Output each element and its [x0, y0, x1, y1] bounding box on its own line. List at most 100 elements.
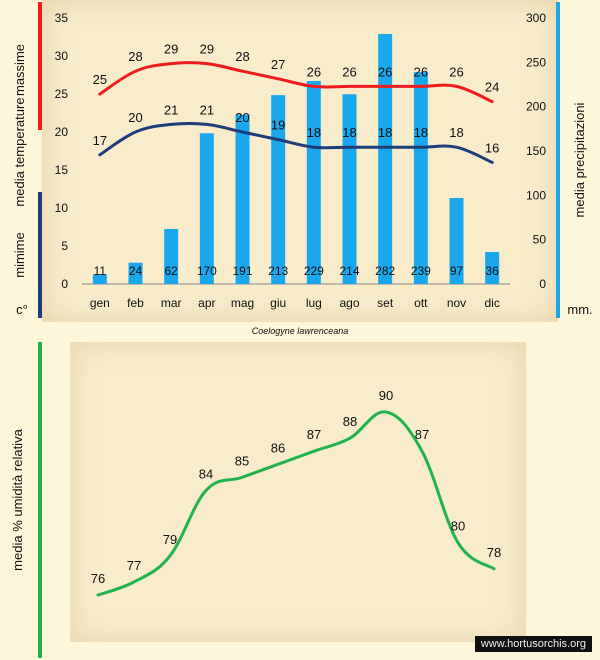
min-temp-label: 18 [449, 125, 463, 140]
month-tick-label: feb [127, 296, 144, 310]
precip-bar [413, 72, 428, 284]
precip-data-label: 97 [450, 264, 464, 278]
humidity-data-label: 87 [415, 427, 429, 442]
humidity-data-label: 90 [379, 388, 393, 403]
precip-bar [306, 80, 321, 284]
left-tick-label: 35 [55, 11, 69, 25]
month-tick-label: dic [484, 296, 499, 310]
max-temp-label: 26 [414, 64, 428, 79]
month-tick-label: giu [270, 296, 286, 310]
month-tick-label: gen [90, 296, 110, 310]
temp-unit-label: c° [16, 302, 28, 317]
humidity-data-label: 88 [343, 414, 357, 429]
left-tick-label: 30 [55, 49, 69, 63]
precip-bar [485, 252, 500, 284]
precip-data-label: 11 [94, 264, 107, 278]
precip-bar [92, 274, 107, 284]
right-tick-label: 200 [526, 100, 546, 114]
humidity-data-label: 85 [235, 453, 249, 468]
humidity-axis-label: media % umidità relativa [10, 428, 25, 570]
humidity-data-label: 87 [307, 427, 321, 442]
max-axis-label: massime [12, 44, 27, 96]
precip-bar [164, 229, 179, 284]
precip-axis-label: media precipitazioni [572, 102, 587, 217]
humidity-data-label: 78 [487, 545, 501, 560]
precip-bar [449, 197, 464, 284]
precip-unit-label: mm. [567, 302, 592, 317]
humidity-data-label: 84 [199, 466, 213, 481]
precip-data-label: 24 [129, 264, 143, 278]
min-temp-label: 16 [485, 140, 499, 155]
precip-data-label: 62 [164, 264, 178, 278]
humidity-line [96, 410, 496, 597]
max-temp-label: 26 [342, 64, 356, 79]
min-temp-label: 20 [128, 110, 142, 125]
max-temp-label: 26 [378, 64, 392, 79]
precip-data-label: 170 [197, 264, 217, 278]
temperature-axis-label: media temperature [12, 97, 27, 206]
bottom-chart-panel [70, 342, 526, 642]
max-temp-line [98, 61, 494, 104]
month-tick-label: set [377, 296, 394, 310]
precip-data-label: 191 [232, 264, 252, 278]
month-tick-label: nov [447, 296, 466, 310]
month-tick-label: apr [198, 296, 215, 310]
month-tick-label: ago [339, 296, 359, 310]
max-temp-label: 26 [307, 64, 321, 79]
precip-data-label: 213 [268, 264, 288, 278]
max-temp-label: 28 [128, 49, 142, 64]
precip-bar [128, 262, 143, 284]
right-tick-label: 300 [526, 11, 546, 25]
left-tick-label: 20 [55, 125, 69, 139]
precip-bar [271, 95, 286, 284]
precip-bar [199, 133, 214, 284]
precip-bar [235, 114, 250, 284]
right-tick-label: 250 [526, 55, 546, 69]
min-temp-label: 18 [342, 125, 356, 140]
min-temp-label: 21 [200, 102, 214, 117]
left-tick-label: 0 [61, 277, 68, 291]
humidity-data-label: 86 [271, 440, 285, 455]
min-axis-label: mimime [12, 232, 27, 278]
min-temp-label: 20 [235, 110, 249, 125]
max-temp-label: 29 [200, 42, 214, 57]
max-temp-label: 26 [449, 64, 463, 79]
species-caption: Coelogyne lawrenceana [252, 326, 349, 336]
humidity-data-label: 79 [163, 532, 177, 547]
month-tick-label: mag [231, 296, 254, 310]
right-tick-label: 100 [526, 188, 546, 202]
max-temp-label: 29 [164, 42, 178, 57]
humidity-data-label: 77 [127, 558, 141, 573]
precip-data-label: 239 [411, 264, 431, 278]
min-temp-label: 18 [414, 125, 428, 140]
right-tick-label: 0 [539, 277, 546, 291]
month-tick-label: ott [414, 296, 428, 310]
min-temp-label: 17 [93, 133, 107, 148]
min-temp-line [98, 121, 494, 164]
max-temp-label: 27 [271, 57, 285, 72]
precip-data-label: 282 [375, 264, 395, 278]
left-tick-label: 25 [55, 87, 69, 101]
right-tick-label: 50 [533, 233, 547, 247]
max-temp-label: 24 [485, 80, 499, 95]
min-temp-label: 18 [378, 125, 392, 140]
min-temp-label: 19 [271, 118, 285, 133]
precip-data-label: 36 [485, 264, 499, 278]
precip-data-label: 214 [339, 264, 359, 278]
max-temp-label: 25 [93, 72, 107, 87]
left-tick-label: 5 [61, 239, 68, 253]
top-chart-panel [42, 0, 558, 322]
left-tick-label: 15 [55, 163, 69, 177]
month-tick-label: lug [306, 296, 322, 310]
humidity-data-label: 76 [91, 571, 105, 586]
precip-bar [342, 94, 357, 285]
right-tick-label: 150 [526, 144, 546, 158]
left-tick-label: 10 [55, 201, 69, 215]
min-temp-label: 18 [307, 125, 321, 140]
max-temp-label: 28 [235, 49, 249, 64]
watermark: www.hortusorchis.org [474, 636, 592, 652]
humidity-data-label: 80 [451, 519, 465, 534]
min-temp-label: 21 [164, 102, 178, 117]
precip-data-label: 229 [304, 264, 324, 278]
